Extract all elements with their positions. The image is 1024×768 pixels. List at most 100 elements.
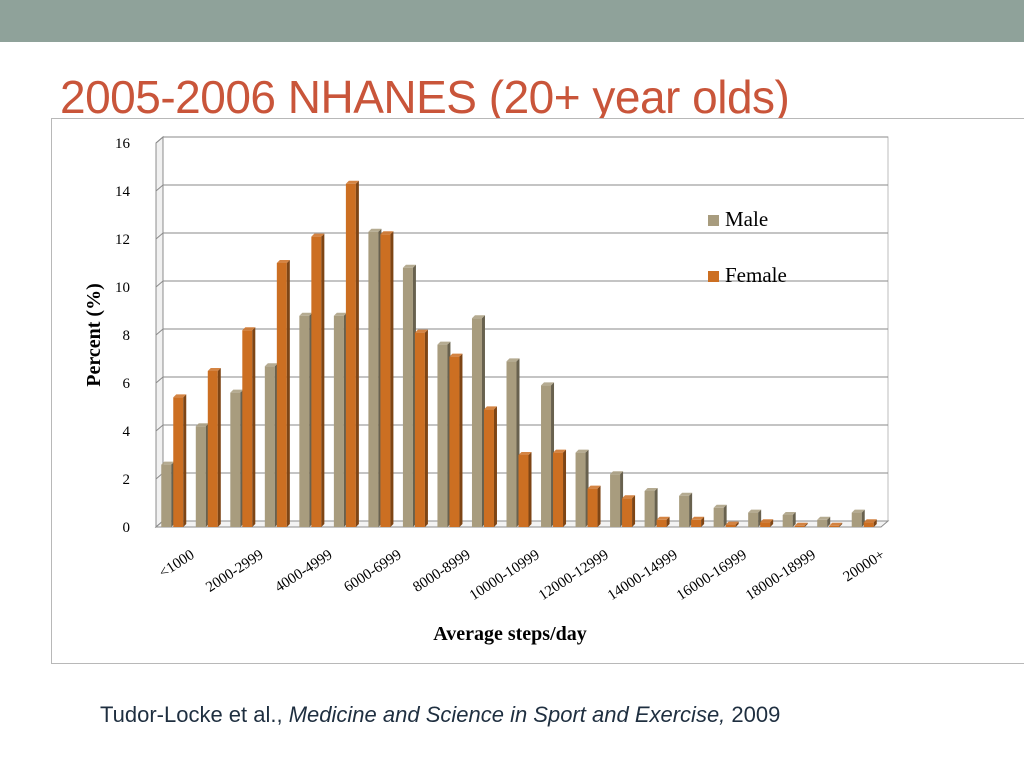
bar-male-top	[471, 315, 485, 319]
bar-male	[713, 507, 724, 527]
bar-female-top	[829, 522, 843, 526]
x-tick-label: 14000-14999	[605, 547, 681, 604]
bar-male	[333, 315, 344, 527]
y-tick-label: 6	[123, 376, 131, 392]
bar-male	[679, 495, 690, 527]
bar-female-side	[252, 327, 256, 527]
top-band	[0, 0, 1024, 42]
bar-male	[506, 361, 517, 527]
bar-male-top	[610, 471, 624, 475]
bar-female-top	[587, 485, 601, 489]
bar-male-top	[713, 504, 727, 508]
citation-journal: Medicine and Science in Sport and Exerci…	[288, 702, 726, 727]
bar-female-side	[701, 516, 705, 527]
bar-female	[173, 397, 184, 527]
bar-female	[656, 519, 667, 527]
x-tick-label: 10000-10999	[467, 547, 543, 604]
x-tick-label: 16000-16999	[674, 547, 750, 604]
bar-male-top	[575, 449, 589, 453]
bar-male	[748, 512, 759, 527]
bar-female-top	[207, 368, 221, 371]
bar-male	[610, 474, 621, 527]
bar-male-top	[506, 358, 520, 362]
x-tick-label: <1000	[156, 547, 197, 581]
bar-male	[782, 515, 793, 527]
bar-female	[553, 452, 564, 527]
bar-female-top	[863, 519, 877, 523]
y-tick-label: 10	[115, 280, 130, 296]
bar-female-side	[666, 516, 670, 527]
bar-male-top	[299, 312, 313, 316]
bar-male	[817, 519, 828, 527]
bar-male	[644, 491, 655, 527]
bar-female-side	[528, 452, 532, 527]
bar-female-top	[345, 180, 359, 184]
bar-female-side	[217, 368, 221, 527]
bar-female	[449, 356, 460, 527]
bar-male	[368, 231, 379, 528]
bar-female	[725, 524, 736, 527]
bar-female-top	[553, 449, 567, 453]
bar-male-side	[689, 492, 693, 527]
x-tick-label: 20000+	[841, 547, 888, 585]
gridline	[155, 376, 888, 384]
bar-female-top	[242, 327, 256, 331]
gridline	[155, 184, 888, 192]
bar-female-top	[622, 495, 636, 499]
bar-male-top	[195, 423, 209, 427]
bar-female-top	[794, 522, 808, 526]
bar-female	[829, 525, 840, 527]
bar-female-side	[493, 406, 497, 527]
citation: Tudor-Locke et al., Medicine and Science…	[100, 702, 780, 728]
bar-male	[471, 318, 482, 527]
bar-female	[691, 519, 702, 527]
bar-female	[207, 371, 218, 527]
citation-year: 2009	[725, 702, 781, 727]
gridline	[155, 328, 888, 336]
bar-male	[264, 366, 275, 527]
bar-female-top	[276, 260, 290, 263]
bar-female-top	[725, 521, 739, 525]
bar-female-side	[424, 329, 428, 527]
bar-male-top	[161, 461, 175, 465]
x-tick-label: 2000-2999	[203, 547, 266, 596]
bar-female	[760, 522, 771, 527]
bar-male-top	[782, 512, 796, 515]
bar-male	[541, 385, 552, 527]
y-axis-title: Percent (%)	[83, 283, 105, 386]
chart-frame: 0 2 4 6 8 10 12 14 16 <1000 2000-2999 4000-4999 6000…	[51, 118, 1024, 664]
bar-female	[276, 263, 287, 527]
bar-female	[345, 183, 356, 528]
bar-female-top	[691, 516, 705, 520]
gridline	[155, 424, 888, 432]
bar-male	[195, 426, 206, 527]
y-tick-label: 12	[115, 232, 130, 248]
bar-male-top	[368, 228, 382, 232]
x-tick-label: 8000-8999	[410, 547, 473, 596]
bar-male-top	[644, 488, 658, 491]
y-tick-label: 4	[123, 424, 131, 440]
bar-male-top	[679, 492, 693, 496]
bar-female-top	[518, 452, 532, 455]
bar-female	[863, 522, 874, 527]
bar-male-side	[792, 512, 796, 527]
bar-female	[311, 236, 322, 527]
x-axis-title: Average steps/day	[433, 623, 587, 645]
bar-female	[518, 455, 529, 527]
bar-male	[402, 267, 413, 527]
x-tick-label: 12000-12999	[536, 547, 612, 604]
citation-authors: Tudor-Locke et al.,	[100, 702, 289, 727]
bar-female-top	[311, 233, 325, 237]
x-tick-label: 4000-4999	[272, 547, 335, 596]
slide-title: 2005-2006 NHANES (20+ year olds)	[60, 71, 790, 123]
gridline	[155, 232, 888, 240]
bar-female-side	[563, 449, 567, 527]
bar-female	[380, 234, 391, 527]
y-tick-label: 16	[115, 136, 131, 152]
bar-male	[575, 452, 586, 527]
bar-female-side	[183, 394, 187, 527]
bar-female	[242, 330, 253, 527]
bar-male	[299, 315, 310, 527]
bar-male-top	[264, 363, 278, 367]
bar-female-side	[770, 519, 774, 527]
